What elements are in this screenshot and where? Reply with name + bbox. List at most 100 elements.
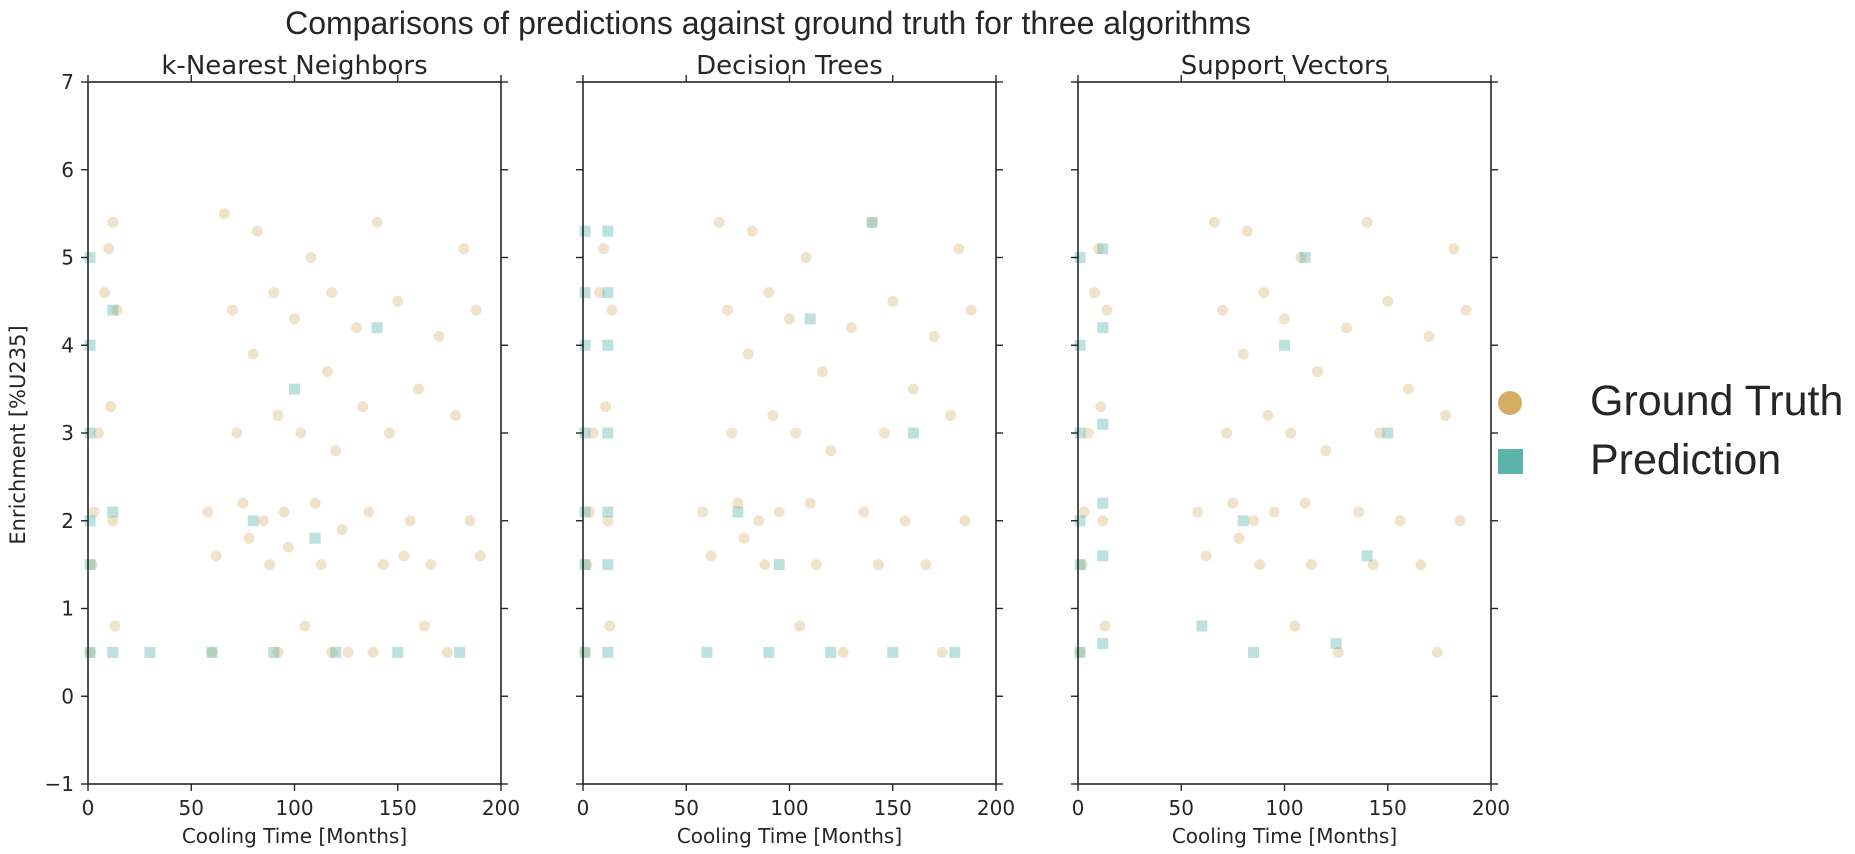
point-ground-truth — [594, 287, 606, 299]
point-ground-truth — [289, 313, 300, 325]
point-prediction — [1330, 638, 1342, 650]
point-ground-truth — [299, 620, 311, 632]
point-prediction — [84, 339, 96, 351]
point-ground-truth — [1200, 550, 1212, 562]
point-prediction — [371, 322, 383, 334]
point-ground-truth — [404, 515, 416, 527]
panel-decision-trees: 0 50 100 150 200 Decision Trees Cooling Time [… — [576, 51, 1015, 848]
panel-title: Decision Trees — [696, 51, 883, 81]
y-axis-label: Enrichment [%U235] — [6, 325, 30, 544]
point-ground-truth — [88, 506, 100, 518]
axes-frame — [87, 81, 502, 785]
point-ground-truth — [383, 427, 395, 439]
point-prediction — [84, 252, 96, 263]
point-prediction — [579, 646, 591, 658]
point-ground-truth — [295, 427, 307, 439]
axes-frame — [582, 81, 997, 785]
point-prediction — [1382, 427, 1394, 439]
x-axis-label: Cooling Time [Months] — [182, 824, 407, 848]
point-prediction — [949, 646, 961, 658]
point-ground-truth — [1279, 313, 1290, 325]
point-prediction — [602, 646, 614, 658]
y-tick-label: 5 — [61, 246, 74, 270]
point-ground-truth — [746, 225, 758, 237]
point-prediction — [1097, 243, 1109, 255]
point-ground-truth — [773, 506, 785, 518]
point-ground-truth — [1241, 225, 1253, 237]
point-prediction — [289, 383, 300, 395]
point-ground-truth — [742, 348, 754, 360]
point-ground-truth — [107, 515, 119, 527]
point-ground-truth — [105, 401, 117, 413]
point-ground-truth — [713, 216, 725, 228]
point-ground-truth — [790, 427, 802, 439]
x-tick-label: 100 — [1265, 796, 1303, 820]
point-ground-truth — [326, 646, 338, 658]
series-ground-truth — [1074, 216, 1472, 658]
point-ground-truth — [945, 409, 957, 421]
point-ground-truth — [763, 287, 775, 299]
x-tick-label: 100 — [275, 796, 313, 820]
point-ground-truth — [247, 348, 259, 360]
point-ground-truth — [210, 550, 222, 562]
point-ground-truth — [878, 427, 890, 439]
point-ground-truth — [1285, 427, 1297, 439]
point-ground-truth — [800, 252, 812, 263]
point-prediction — [84, 646, 96, 658]
x-tick-label: 150 — [379, 796, 417, 820]
point-ground-truth — [845, 322, 857, 334]
y-tick-label: 3 — [61, 421, 74, 445]
point-ground-truth — [202, 506, 214, 518]
point-ground-truth — [1227, 497, 1239, 509]
point-prediction — [1074, 559, 1086, 571]
point-ground-truth — [109, 620, 121, 632]
point-prediction — [107, 304, 119, 316]
point-ground-truth — [470, 304, 482, 316]
point-prediction — [84, 427, 96, 439]
point-prediction — [1074, 339, 1086, 351]
point-prediction — [107, 646, 119, 658]
point-ground-truth — [1353, 506, 1365, 518]
point-prediction — [866, 216, 878, 228]
series-prediction — [1074, 243, 1394, 658]
point-prediction — [602, 559, 614, 571]
point-ground-truth — [583, 506, 595, 518]
point-ground-truth — [264, 559, 276, 571]
point-ground-truth — [1208, 216, 1220, 228]
point-ground-truth — [1361, 216, 1373, 228]
legend-marker-prediction — [1498, 449, 1523, 474]
panel-title: k-Nearest Neighbors — [161, 51, 427, 81]
point-ground-truth — [206, 646, 218, 658]
y-tick-label: 7 — [61, 70, 74, 94]
point-ground-truth — [1402, 383, 1414, 395]
point-ground-truth — [1373, 427, 1385, 439]
point-prediction — [804, 313, 816, 325]
x-tick-label: 150 — [1369, 796, 1407, 820]
point-prediction — [1237, 515, 1249, 527]
point-ground-truth — [1089, 287, 1101, 299]
point-ground-truth — [392, 295, 404, 307]
point-ground-truth — [1254, 559, 1266, 571]
point-prediction — [1074, 646, 1086, 658]
point-ground-truth — [1095, 401, 1107, 413]
point-prediction — [602, 287, 614, 299]
series-prediction — [84, 252, 466, 658]
y-tick-label: 0 — [61, 684, 74, 708]
point-ground-truth — [810, 559, 822, 571]
point-ground-truth — [99, 287, 111, 299]
point-ground-truth — [357, 401, 369, 413]
y-tick-label: 2 — [61, 509, 74, 533]
point-ground-truth — [606, 304, 618, 316]
point-ground-truth — [1305, 559, 1317, 571]
point-ground-truth — [1415, 559, 1427, 571]
point-ground-truth — [268, 287, 280, 299]
point-ground-truth — [305, 252, 317, 263]
x-tick-label: 200 — [1472, 796, 1510, 820]
point-prediction — [1097, 322, 1109, 334]
point-prediction — [579, 339, 591, 351]
x-tick-label: 100 — [770, 796, 808, 820]
point-ground-truth — [1320, 445, 1332, 457]
point-ground-truth — [887, 295, 899, 307]
point-ground-truth — [237, 497, 249, 509]
point-ground-truth — [1423, 330, 1435, 342]
